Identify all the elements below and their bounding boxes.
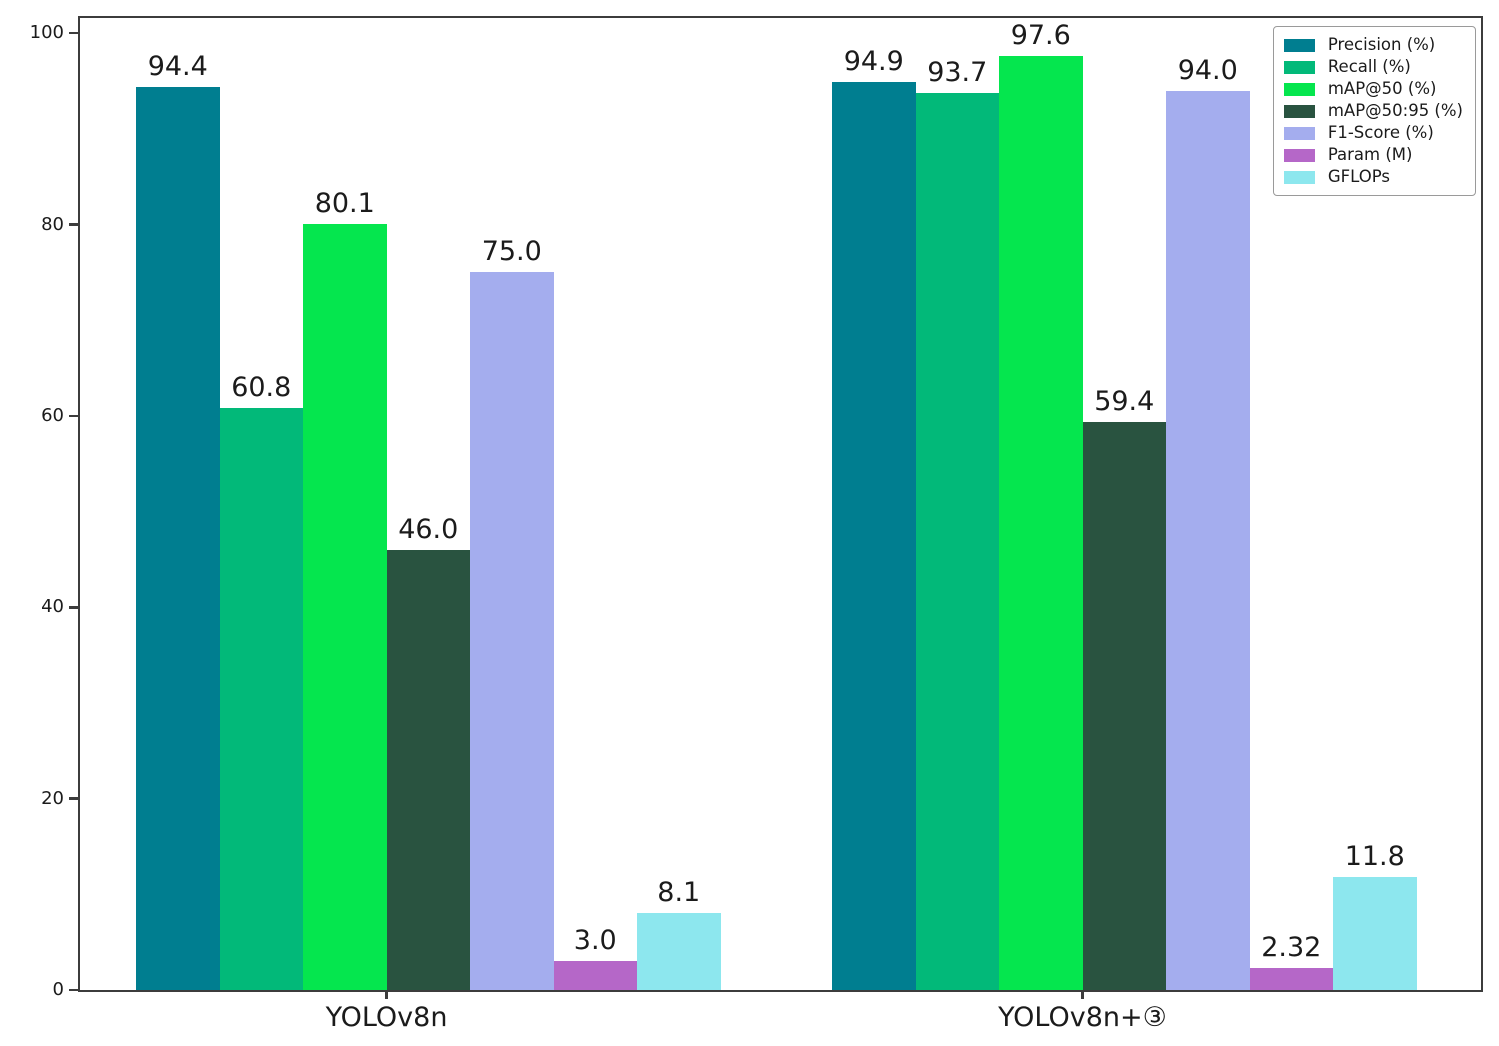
legend-label: GFLOPs: [1327, 166, 1390, 186]
bar-value-label: 97.6: [1010, 20, 1071, 52]
bar-map-50-95-yolov8n: [386, 549, 470, 990]
bar-value-label: 8.1: [657, 876, 701, 908]
legend-label: Precision (%): [1327, 34, 1436, 54]
y-tick-label: 0: [52, 979, 64, 1000]
legend-swatch-f1-score: [1283, 126, 1315, 140]
x-axis-category-label: YOLOv8n+③: [998, 1002, 1167, 1033]
y-tick-label: 60: [41, 404, 64, 426]
bars-layer: 0 20 40 60 80 100 94.4 60.8 80.1 46.0 75.0 3.0 8.1 YO…: [30, 18, 1481, 1031]
bar-value-label: 75.0: [481, 236, 542, 268]
bar-value-label: 60.8: [231, 372, 292, 404]
bar-recall-yolov8n: [219, 408, 303, 990]
legend-item: Precision (%): [1283, 34, 1463, 54]
y-tick-label: 40: [41, 596, 64, 618]
bar-value-label: 2.32: [1261, 931, 1322, 963]
y-tick-label: 100: [29, 22, 64, 44]
y-tick-label: 20: [41, 787, 64, 809]
y-tick-mark: [69, 414, 78, 418]
bar-value-label: 59.4: [1094, 385, 1155, 417]
bar-value-label: 3.0: [573, 925, 617, 957]
plot-area: 0 20 40 60 80 100 94.4 60.8 80.1 46.0 75.0 3.0 8.1 YO…: [30, 16, 1483, 1031]
bar-map-50-yolov8n: [303, 223, 387, 990]
bar-f1-score-yolov8n: [1166, 90, 1250, 990]
legend-swatch-param-m: [1283, 148, 1315, 162]
y-tick-mark: [69, 223, 78, 226]
legend-item: GFLOPs: [1283, 166, 1463, 186]
bar-map-50-95-yolov8n: [1082, 421, 1166, 990]
x-tick-mark: [1081, 990, 1084, 999]
legend-swatch-map-50-95: [1283, 104, 1315, 118]
bar-value-label: 11.8: [1344, 841, 1405, 873]
legend: Precision (%) Recall (%) mAP@50 (%) mAP@50:…: [1272, 26, 1476, 196]
legend-label: mAP@50:95 (%): [1327, 100, 1463, 120]
legend-label: Param (M): [1327, 144, 1413, 164]
bar-param-m-yolov8n: [553, 961, 637, 990]
legend-swatch-recall: [1283, 60, 1315, 74]
y-tick-mark: [69, 988, 78, 992]
y-tick-mark: [69, 797, 78, 800]
bar-f1-score-yolov8n: [470, 272, 554, 990]
bar-value-label: 94.9: [843, 45, 904, 77]
y-tick-label: 80: [41, 213, 64, 235]
legend-label: Recall (%): [1327, 56, 1411, 76]
legend-label: mAP@50 (%): [1327, 78, 1437, 98]
bar-value-label: 46.0: [398, 513, 459, 545]
bar-value-label: 94.4: [147, 50, 208, 82]
bar-map-50-yolov8n: [999, 56, 1083, 990]
legend-label: F1-Score (%): [1327, 122, 1434, 142]
x-tick-mark: [385, 990, 388, 999]
bar-value-label: 94.0: [1177, 54, 1238, 86]
legend-swatch-gflops: [1283, 170, 1315, 184]
legend-swatch-map-50: [1283, 82, 1315, 96]
legend-item: mAP@50:95 (%): [1283, 100, 1463, 120]
bar-gflops-yolov8n: [637, 912, 721, 990]
bar-value-label: 80.1: [314, 187, 375, 219]
x-axis-category-label: YOLOv8n: [325, 1002, 448, 1033]
bar-value-label: 93.7: [927, 57, 988, 89]
bar-param-m-yolov8n: [1249, 967, 1333, 990]
y-tick-mark: [69, 31, 78, 35]
legend-item: Param (M): [1283, 144, 1463, 164]
bar-precision-yolov8n: [136, 86, 220, 990]
legend-item: Recall (%): [1283, 56, 1463, 76]
bar-recall-yolov8n: [915, 93, 999, 990]
legend-item: mAP@50 (%): [1283, 78, 1463, 98]
bar-gflops-yolov8n: [1333, 877, 1417, 990]
y-tick-mark: [69, 606, 78, 609]
bar-precision-yolov8n: [832, 81, 916, 990]
legend-item: F1-Score (%): [1283, 122, 1463, 142]
legend-swatch-precision: [1283, 38, 1315, 52]
